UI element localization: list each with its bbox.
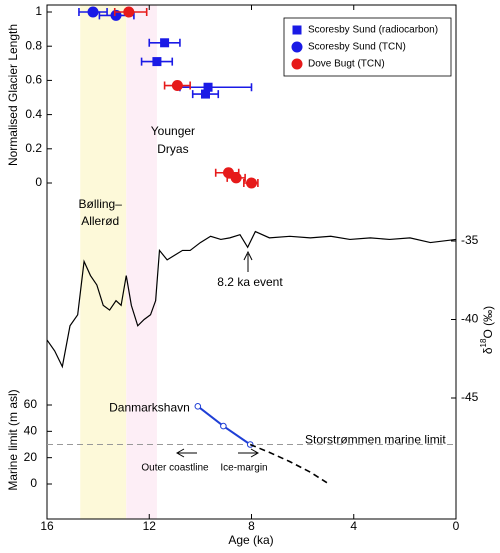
- annotation: Outer coastline: [141, 463, 209, 474]
- marker: [152, 57, 162, 67]
- legend-box: [283, 17, 452, 77]
- y2-label-part: δ: [481, 347, 495, 354]
- marker: [203, 82, 213, 92]
- x-axis-label: Age (ka): [228, 533, 273, 547]
- x-tick-label: 12: [143, 519, 157, 533]
- y-tick-label: 40: [24, 424, 38, 438]
- y-tick-label: 1: [35, 4, 42, 18]
- y-tick-label: 60: [24, 397, 38, 411]
- legend-marker: [291, 41, 303, 53]
- y-tick-label: 20: [24, 450, 38, 464]
- x-tick-label: 8: [248, 519, 255, 533]
- marker: [220, 422, 227, 430]
- series-label: Danmarkshavn: [109, 400, 190, 414]
- d18o-line: [46, 230, 457, 369]
- period-band: [126, 5, 157, 519]
- y2-tick-label: -45: [461, 390, 479, 404]
- annotation-arrow: [243, 250, 253, 272]
- y2-tick-label: -40: [461, 312, 479, 326]
- marker: [194, 403, 202, 410]
- reference-label: Storstrømmen marine limit: [305, 433, 446, 447]
- x-tick-label: 0: [453, 519, 460, 533]
- y-tick-label: 0.4: [25, 107, 42, 121]
- marker: [123, 6, 135, 18]
- annotation: Ice-margin: [220, 463, 267, 474]
- legend-label: Scoresby Sund (TCN): [308, 42, 406, 53]
- period-label: Bølling–: [79, 197, 123, 211]
- marker: [230, 172, 242, 184]
- y-tick-label: 0: [30, 476, 37, 490]
- legend-marker: [291, 58, 303, 70]
- y2-tick-label: -35: [461, 233, 479, 247]
- marker: [200, 89, 210, 99]
- marker: [171, 80, 183, 92]
- extrapolation-line: [249, 443, 328, 484]
- x-tick-label: 16: [40, 519, 54, 533]
- legend-marker: [292, 25, 302, 35]
- y2-axis-label: δ18O (‰): [479, 306, 495, 354]
- y-tick-label: 0.2: [25, 141, 42, 155]
- y-tick-label: 0.8: [25, 38, 42, 52]
- marker: [246, 177, 257, 189]
- marker: [160, 38, 170, 48]
- legend-label: Scoresby Sund (radiocarbon): [308, 25, 438, 36]
- marker: [87, 6, 99, 18]
- y2-label-sup: 18: [479, 338, 488, 347]
- x-tick-label: 4: [350, 519, 357, 533]
- period-label: Younger: [151, 124, 195, 138]
- period-band: [80, 5, 127, 519]
- y2-label-part: O (‰): [481, 306, 495, 339]
- annotation-arrow: [175, 448, 197, 458]
- y-axis-label: Marine limit (m asl): [6, 389, 20, 490]
- y-tick-label: 0.6: [25, 73, 42, 87]
- y-tick-label: 0: [35, 175, 42, 189]
- period-label: Dryas: [157, 142, 188, 156]
- period-label: Allerød: [81, 214, 119, 228]
- legend-label: Dove Bugt (TCN): [308, 59, 385, 70]
- annotation: 8.2 ka event: [217, 275, 283, 289]
- y-axis-label: Normalised Glacier Length: [6, 24, 20, 166]
- annotation-arrow: [238, 448, 260, 458]
